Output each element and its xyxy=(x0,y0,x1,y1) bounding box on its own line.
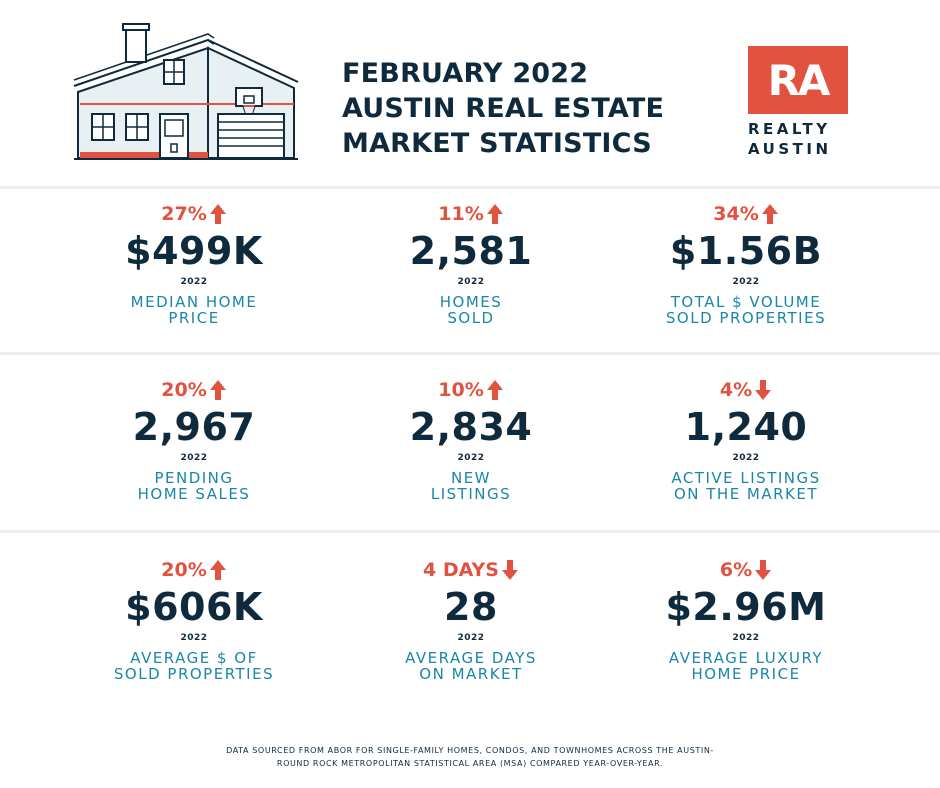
arrow-up-icon xyxy=(486,204,503,224)
stat-year: 2022 xyxy=(732,277,760,287)
stat-label: PENDING HOME SALES xyxy=(44,470,344,502)
divider xyxy=(0,530,940,533)
stat-label-line: AVERAGE LUXURY xyxy=(668,649,824,667)
stat-card: 34% $1.56B 2022 TOTAL $ VOLUME SOLD PROPERTI… xyxy=(596,202,896,326)
stat-year: 2022 xyxy=(180,277,208,287)
stat-label: NEW LISTINGS xyxy=(321,470,621,502)
stat-value: $606K xyxy=(125,585,263,629)
stat-label: AVERAGE DAYS ON MARKET xyxy=(321,650,621,682)
stat-card: 6% $2.96M 2022 AVERAGE LUXURY HOME PRICE xyxy=(596,558,896,682)
stat-label-line: LISTINGS xyxy=(430,485,512,503)
stat-label-line: ON MARKET xyxy=(419,665,523,683)
stat-label-line: PRICE xyxy=(168,309,220,327)
stat-label-line: HOME PRICE xyxy=(691,665,801,683)
arrow-down-icon xyxy=(501,560,518,580)
stat-label-line: AVERAGE DAYS xyxy=(405,649,537,667)
stat-label: HOMES SOLD xyxy=(321,294,621,326)
house-illustration xyxy=(73,23,299,160)
stat-value: 28 xyxy=(444,585,498,629)
stat-year: 2022 xyxy=(180,453,208,463)
page-title: FEBRUARY 2022 AUSTIN REAL ESTATE MARKET … xyxy=(342,56,664,161)
stat-card: 4 DAYS 28 2022 AVERAGE DAYS ON MARKET xyxy=(321,558,621,682)
title-line: FEBRUARY 2022 xyxy=(342,58,589,89)
stat-card: 10% 2,834 2022 NEW LISTINGS xyxy=(321,378,621,502)
arrow-up-icon xyxy=(209,380,226,400)
stat-label-line: PENDING xyxy=(154,469,234,487)
stat-change-value: 20% xyxy=(161,559,207,581)
arrow-up-icon xyxy=(209,204,226,224)
stat-value: 2,834 xyxy=(409,405,533,449)
divider xyxy=(0,186,940,189)
stat-value: $1.56B xyxy=(669,229,823,273)
footer-line: ROUND ROCK METROPOLITAN STATISTICAL AREA… xyxy=(276,759,664,768)
arrow-up-icon xyxy=(486,380,503,400)
stat-label: AVERAGE $ OF SOLD PROPERTIES xyxy=(44,650,344,682)
title-line: AUSTIN REAL ESTATE xyxy=(342,93,665,124)
footer-note: DATA SOURCED FROM ABOR FOR SINGLE-FAMILY… xyxy=(0,744,940,770)
stat-change: 10% xyxy=(321,378,621,402)
stat-label-line: TOTAL $ VOLUME xyxy=(670,293,822,311)
stat-label: TOTAL $ VOLUME SOLD PROPERTIES xyxy=(596,294,896,326)
arrow-up-icon xyxy=(761,204,778,224)
stat-card: 4% 1,240 2022 ACTIVE LISTINGS ON THE MARKET xyxy=(596,378,896,502)
stat-change-value: 4% xyxy=(719,379,753,401)
header: FEBRUARY 2022 AUSTIN REAL ESTATE MARKET … xyxy=(0,0,940,186)
stat-label-line: SOLD PROPERTIES xyxy=(665,309,827,327)
stat-change: 4 DAYS xyxy=(321,558,621,582)
stat-value: $499K xyxy=(125,229,263,273)
stat-label-line: HOMES xyxy=(439,293,503,311)
stat-change-value: 10% xyxy=(438,379,484,401)
stat-year: 2022 xyxy=(732,633,760,643)
logo-wordmark: REALTY AUSTIN xyxy=(748,119,850,159)
stat-change: 4% xyxy=(596,378,896,402)
stat-label: ACTIVE LISTINGS ON THE MARKET xyxy=(596,470,896,502)
stat-label-line: SOLD PROPERTIES xyxy=(113,665,275,683)
stat-year: 2022 xyxy=(457,633,485,643)
stat-change: 20% xyxy=(44,378,344,402)
footer-line: DATA SOURCED FROM ABOR FOR SINGLE-FAMILY… xyxy=(226,746,714,755)
stat-change: 34% xyxy=(596,202,896,226)
stat-value: $2.96M xyxy=(665,585,827,629)
stat-change: 11% xyxy=(321,202,621,226)
stat-label-line: HOME SALES xyxy=(137,485,251,503)
stat-change-value: 6% xyxy=(719,559,753,581)
stat-change-value: 20% xyxy=(161,379,207,401)
stat-card: 20% 2,967 2022 PENDING HOME SALES xyxy=(44,378,344,502)
stat-label-line: NEW xyxy=(450,469,492,487)
stat-change-value: 27% xyxy=(161,203,207,225)
stat-card: 11% 2,581 2022 HOMES SOLD xyxy=(321,202,621,326)
arrow-down-icon xyxy=(755,380,772,400)
logo-mark: RA xyxy=(748,46,848,114)
stat-label: AVERAGE LUXURY HOME PRICE xyxy=(596,650,896,682)
stat-label-line: ACTIVE LISTINGS xyxy=(671,469,821,487)
stat-label-line: AVERAGE $ OF xyxy=(130,649,258,667)
stat-card: 20% $606K 2022 AVERAGE $ OF SOLD PROPERTIES xyxy=(44,558,344,682)
stat-value: 2,967 xyxy=(132,405,256,449)
stat-change: 6% xyxy=(596,558,896,582)
realty-austin-logo: RA REALTY AUSTIN xyxy=(748,46,850,159)
stat-year: 2022 xyxy=(457,277,485,287)
arrow-up-icon xyxy=(209,560,226,580)
stat-value: 2,581 xyxy=(409,229,533,273)
stat-card: 27% $499K 2022 MEDIAN HOME PRICE xyxy=(44,202,344,326)
stat-label: MEDIAN HOME PRICE xyxy=(44,294,344,326)
stat-year: 2022 xyxy=(732,453,760,463)
logo-line-1: REALTY xyxy=(748,120,831,138)
stat-label-line: ON THE MARKET xyxy=(673,485,819,503)
stat-change: 20% xyxy=(44,558,344,582)
stat-change-value: 34% xyxy=(713,203,759,225)
stat-label-line: SOLD xyxy=(447,309,495,327)
stat-value: 1,240 xyxy=(684,405,808,449)
stat-year: 2022 xyxy=(457,453,485,463)
stat-label-line: MEDIAN HOME xyxy=(130,293,258,311)
stat-year: 2022 xyxy=(180,633,208,643)
title-line: MARKET STATISTICS xyxy=(342,128,652,159)
stat-change: 27% xyxy=(44,202,344,226)
divider xyxy=(0,352,940,355)
stat-change-value: 11% xyxy=(438,203,484,225)
logo-line-2: AUSTIN xyxy=(748,140,832,158)
stat-change-value: 4 DAYS xyxy=(423,559,499,581)
arrow-down-icon xyxy=(755,560,772,580)
